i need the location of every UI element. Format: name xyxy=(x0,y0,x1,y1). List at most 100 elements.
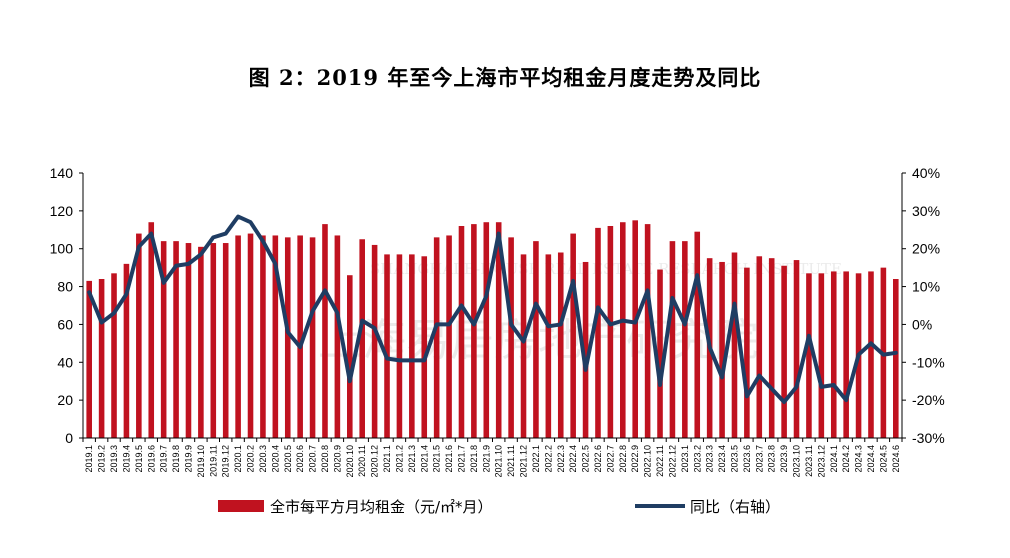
bar xyxy=(557,252,564,438)
x-tick-label: 2019.8 xyxy=(171,445,181,473)
x-tick-label: 2019.10 xyxy=(196,445,206,478)
bar xyxy=(694,231,701,438)
x-tick-label: 2023.11 xyxy=(804,445,814,477)
y-left-tick-label: 80 xyxy=(57,279,73,295)
bar xyxy=(421,256,428,438)
x-tick-label: 2022.5 xyxy=(581,445,591,473)
x-tick-label: 2022.4 xyxy=(568,445,578,473)
x-tick-label: 2019.5 xyxy=(134,445,144,473)
bar xyxy=(322,224,328,438)
x-tick-label: 2023.5 xyxy=(729,445,739,473)
x-tick-label: 2019.6 xyxy=(146,445,156,473)
bar xyxy=(247,233,254,438)
bar xyxy=(768,258,775,438)
y-right-tick-label: 20% xyxy=(912,241,940,257)
watermark: SHANGHAI E-HOUSE REAL ESTATE RESEARCH IN… xyxy=(318,260,842,366)
x-tick-label: 2021.4 xyxy=(419,445,429,473)
y-left-tick-label: 100 xyxy=(50,241,74,257)
x-tick-label: 2022.2 xyxy=(543,445,553,473)
bar xyxy=(731,252,738,438)
x-tick-label: 2024.5 xyxy=(878,445,888,473)
x-tick-label: 2020.12 xyxy=(370,445,380,478)
x-tick-label: 2020.1 xyxy=(233,445,243,473)
x-tick-label: 2024.6 xyxy=(891,445,901,473)
y-right-tick-label: 30% xyxy=(912,203,940,219)
bar xyxy=(160,241,167,438)
y-right-tick-label: 40% xyxy=(912,165,940,181)
x-tick-label: 2023.12 xyxy=(816,445,826,478)
x-tick-label: 2020.11 xyxy=(357,445,367,477)
bar xyxy=(384,254,390,438)
x-tick-label: 2021.5 xyxy=(432,445,442,473)
bar xyxy=(806,273,812,438)
bar xyxy=(86,280,92,438)
y-right-tick-label: -20% xyxy=(912,392,945,408)
y-left-tick-label: 140 xyxy=(50,165,74,181)
x-tick-label: 2021.8 xyxy=(469,445,479,473)
x-tick-label: 2021.6 xyxy=(444,445,454,473)
x-tick-label: 2023.3 xyxy=(705,445,715,473)
x-tick-label: 2021.3 xyxy=(407,445,417,473)
bar xyxy=(446,235,452,438)
x-tick-label: 2020.5 xyxy=(283,445,293,473)
bar xyxy=(471,224,477,438)
bar xyxy=(669,241,676,438)
x-tick-label: 2024.3 xyxy=(854,445,864,473)
bar xyxy=(198,246,204,438)
bar xyxy=(148,222,155,438)
line-series xyxy=(87,214,898,405)
x-tick-label: 2020.7 xyxy=(308,445,318,473)
bar xyxy=(830,271,837,438)
legend: 全市每平方月均租金（元/㎡*月） 同比（右轴） xyxy=(218,498,780,516)
x-tick-label: 2023.9 xyxy=(779,445,789,473)
x-tick-label: 2022.10 xyxy=(643,445,653,478)
x-tick-label: 2021.10 xyxy=(494,445,504,478)
y-right-tick-label: -30% xyxy=(912,430,945,446)
x-tick-label: 2023.1 xyxy=(680,445,690,473)
x-tick-label: 2020.2 xyxy=(246,445,256,473)
bar xyxy=(371,244,378,438)
y-left-tick-label: 40 xyxy=(57,354,73,370)
bar xyxy=(297,235,303,438)
chart-title: 图 2：2019 年至今上海市平均租金月度走势及同比 xyxy=(248,65,762,90)
bar xyxy=(173,241,179,438)
bar xyxy=(644,224,651,438)
x-tick-label: 2020.4 xyxy=(270,445,280,473)
y-right-tick-label: -10% xyxy=(912,354,945,370)
x-tick-label: 2019.3 xyxy=(109,445,119,473)
legend-label-bar: 全市每平方月均租金（元/㎡*月） xyxy=(270,498,493,516)
x-tick-label: 2021.7 xyxy=(456,445,466,473)
bar xyxy=(632,220,638,438)
bar xyxy=(520,254,527,438)
bar xyxy=(111,273,117,438)
x-tick-label: 2023.2 xyxy=(692,445,702,473)
x-tick-label: 2022.7 xyxy=(605,445,615,473)
x-tick-label: 2022.11 xyxy=(655,445,665,477)
x-tick-label: 2022.9 xyxy=(630,445,640,473)
x-tick-label: 2023.7 xyxy=(754,445,764,473)
bar xyxy=(607,226,614,438)
bar xyxy=(843,271,849,438)
x-tick-label: 2022.3 xyxy=(556,445,566,473)
bar xyxy=(235,235,241,438)
bar xyxy=(359,239,365,438)
bar xyxy=(260,235,266,438)
bar xyxy=(136,233,142,438)
bar xyxy=(347,275,353,438)
bar xyxy=(210,243,217,438)
x-tick-label: 2019.11 xyxy=(208,445,218,477)
x-tick-label: 2020.3 xyxy=(258,445,268,473)
bar xyxy=(595,227,601,438)
x-tick-label: 2019.2 xyxy=(97,445,107,473)
x-tick-label: 2019.1 xyxy=(84,445,94,473)
bar xyxy=(309,237,316,438)
legend-label-line: 同比（右轴） xyxy=(690,498,780,516)
x-tick-label: 2023.4 xyxy=(717,445,727,473)
bar xyxy=(483,222,490,438)
bar xyxy=(781,265,787,438)
x-tick-label: 2019.12 xyxy=(221,445,231,478)
x-tick-label: 2022.6 xyxy=(593,445,603,473)
x-tick-label: 2023.8 xyxy=(767,445,777,473)
bar xyxy=(682,241,688,438)
bar xyxy=(533,241,539,438)
